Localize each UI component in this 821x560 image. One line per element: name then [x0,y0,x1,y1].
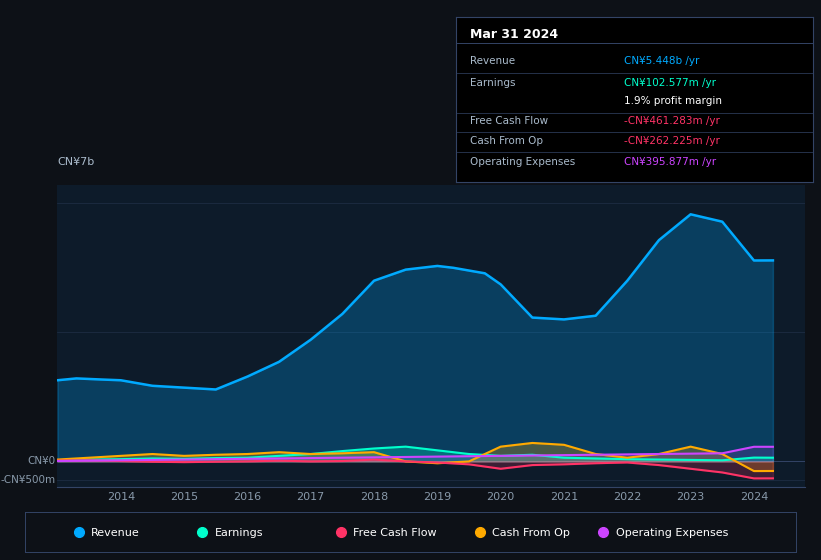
Text: Free Cash Flow: Free Cash Flow [353,528,437,538]
Text: CN¥0: CN¥0 [28,456,56,466]
Text: Operating Expenses: Operating Expenses [616,528,728,538]
Text: CN¥7b: CN¥7b [57,157,94,167]
Text: Cash From Op: Cash From Op [493,528,570,538]
Text: Free Cash Flow: Free Cash Flow [470,116,548,126]
Text: CN¥102.577m /yr: CN¥102.577m /yr [623,78,716,88]
Text: CN¥5.448b /yr: CN¥5.448b /yr [623,57,699,67]
Text: -CN¥262.225m /yr: -CN¥262.225m /yr [623,136,719,146]
Text: Mar 31 2024: Mar 31 2024 [470,29,558,41]
Text: Cash From Op: Cash From Op [470,136,543,146]
Text: 1.9% profit margin: 1.9% profit margin [623,96,722,106]
Text: -CN¥461.283m /yr: -CN¥461.283m /yr [623,116,719,126]
Text: Revenue: Revenue [91,528,140,538]
Text: Earnings: Earnings [214,528,263,538]
Text: Revenue: Revenue [470,57,515,67]
Text: Operating Expenses: Operating Expenses [470,157,576,167]
Text: -CN¥500m: -CN¥500m [1,475,56,485]
Text: Earnings: Earnings [470,78,516,88]
Text: CN¥395.877m /yr: CN¥395.877m /yr [623,157,716,167]
